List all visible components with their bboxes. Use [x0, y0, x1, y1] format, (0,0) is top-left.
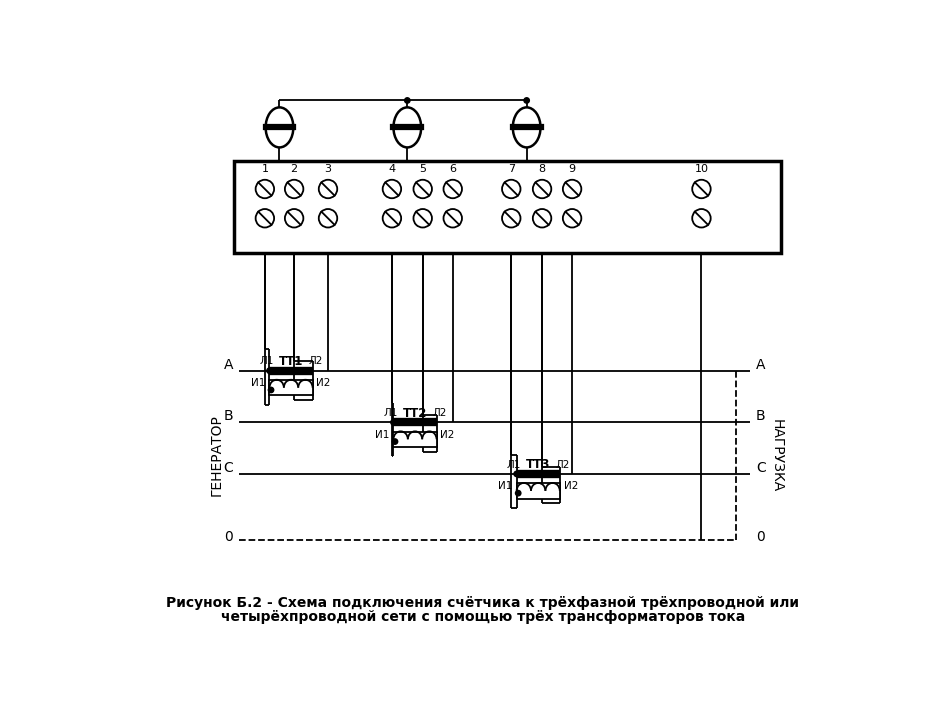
Text: Л2: Л2 [308, 357, 323, 366]
Text: 1: 1 [261, 164, 268, 174]
Text: ГЕНЕРАТОР: ГЕНЕРАТОР [209, 414, 223, 496]
Text: Л1: Л1 [507, 459, 521, 470]
Circle shape [524, 98, 529, 103]
Text: 5: 5 [419, 164, 426, 174]
Text: B: B [223, 409, 234, 423]
Text: Рисунок Б.2 - Схема подключения счётчика к трёхфазной трёхпроводной или: Рисунок Б.2 - Схема подключения счётчика… [167, 596, 799, 610]
Text: C: C [223, 461, 234, 475]
Circle shape [268, 387, 274, 392]
Text: 0: 0 [756, 530, 765, 544]
Text: Л1: Л1 [383, 408, 398, 418]
Bar [516, 483, 560, 499]
Text: четырёхпроводной сети с помощью трёх трансформаторов тока: четырёхпроводной сети с помощью трёх тра… [220, 610, 745, 624]
Text: 7: 7 [508, 164, 515, 174]
Text: ТТ3: ТТ3 [526, 458, 550, 471]
Circle shape [514, 471, 519, 477]
Text: A: A [224, 357, 234, 371]
Text: Л2: Л2 [556, 459, 570, 470]
Text: НАГРУЗКА: НАГРУЗКА [770, 419, 784, 492]
Text: 10: 10 [694, 164, 708, 174]
Text: И1: И1 [252, 378, 266, 388]
Circle shape [405, 98, 410, 103]
Text: 2: 2 [290, 164, 298, 174]
Text: Л2: Л2 [432, 408, 447, 418]
Text: И1: И1 [498, 481, 512, 491]
Text: B: B [756, 409, 766, 423]
Circle shape [391, 419, 397, 425]
Text: ТТ1: ТТ1 [279, 355, 303, 368]
Text: Л1: Л1 [259, 357, 273, 366]
Text: И2: И2 [317, 378, 331, 388]
Circle shape [515, 491, 521, 496]
Bar [394, 432, 436, 447]
Text: И2: И2 [563, 481, 578, 491]
Text: 9: 9 [569, 164, 576, 174]
Text: И2: И2 [441, 430, 455, 440]
Text: 4: 4 [388, 164, 396, 174]
Circle shape [267, 368, 272, 373]
Text: ТТ2: ТТ2 [403, 406, 428, 419]
Circle shape [392, 439, 398, 444]
Text: 3: 3 [324, 164, 332, 174]
Text: A: A [756, 357, 766, 371]
Text: 8: 8 [539, 164, 545, 174]
Bar [234, 160, 781, 253]
Text: 0: 0 [224, 530, 234, 544]
Text: И1: И1 [375, 430, 390, 440]
Text: C: C [756, 461, 766, 475]
Text: 6: 6 [449, 164, 456, 174]
Bar [269, 380, 313, 395]
